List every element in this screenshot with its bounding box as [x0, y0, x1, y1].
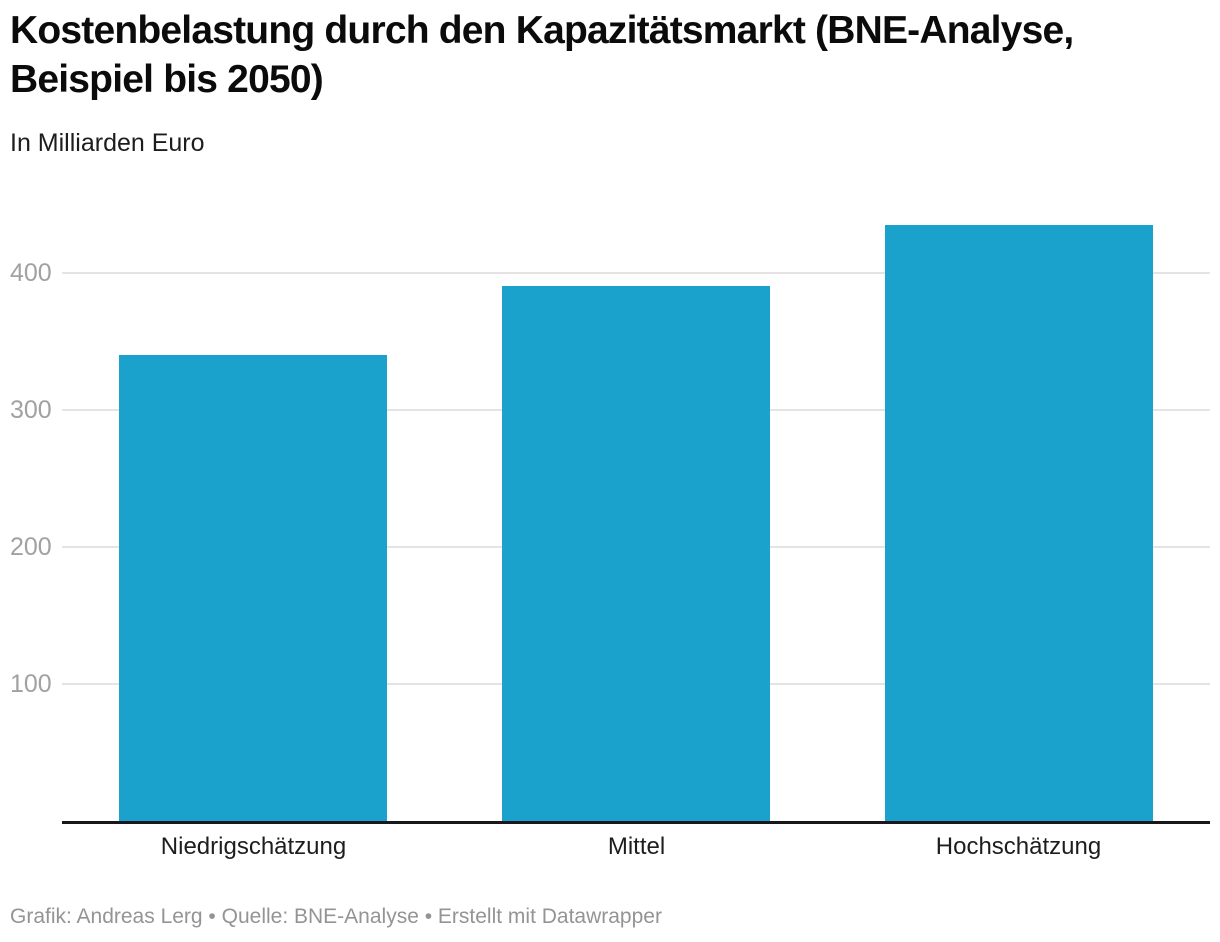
x-label-2: Hochschätzung — [935, 833, 1102, 860]
y-tick-label-400: 400 — [10, 258, 52, 287]
bar-2 — [885, 225, 1153, 821]
bar-1 — [502, 286, 770, 821]
plot-area — [62, 211, 1210, 824]
chart-subtitle: In Milliarden Euro — [10, 129, 205, 157]
x-label-0: Niedrigschätzung — [160, 833, 347, 860]
y-tick-label-200: 200 — [10, 532, 52, 561]
chart-attribution: Grafik: Andreas Lerg • Quelle: BNE-Analy… — [10, 905, 662, 928]
bar-0 — [119, 355, 387, 821]
y-tick-label-100: 100 — [10, 669, 52, 698]
x-label-1: Mittel — [607, 833, 666, 860]
gridline-400 — [62, 271, 1210, 274]
chart-title: Kostenbelastung durch den Kapazitätsmark… — [10, 9, 1074, 101]
y-tick-label-300: 300 — [10, 395, 52, 424]
